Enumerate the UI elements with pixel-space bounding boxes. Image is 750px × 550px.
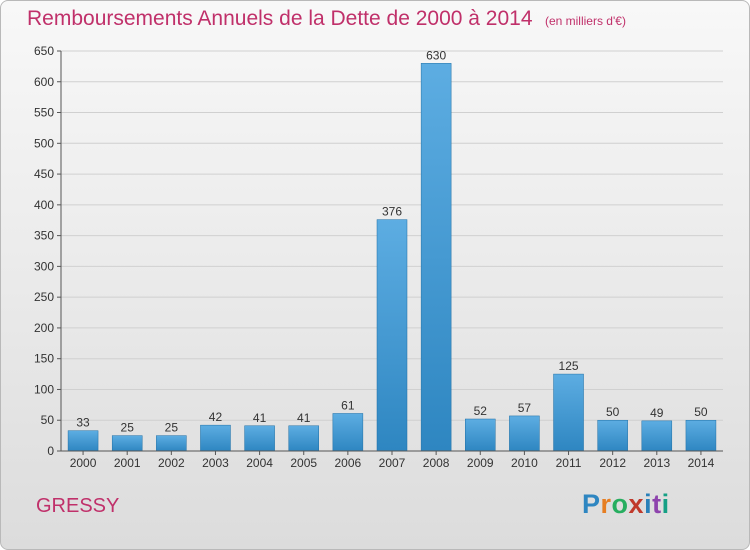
x-tick-label: 2013 bbox=[643, 456, 670, 470]
bar-value-label: 42 bbox=[209, 410, 223, 424]
x-tick-label: 2011 bbox=[556, 456, 582, 470]
bar-value-label: 52 bbox=[474, 404, 488, 418]
logo-letter: t bbox=[652, 489, 662, 519]
bar-value-label: 50 bbox=[694, 405, 708, 419]
bar bbox=[376, 219, 408, 452]
logo-letter: x bbox=[628, 489, 645, 519]
bar-value-label: 25 bbox=[165, 421, 179, 435]
logo-letter: P bbox=[582, 489, 601, 519]
y-tick-label: 350 bbox=[34, 229, 54, 243]
x-tick-label: 2014 bbox=[688, 456, 715, 470]
logo-letter: r bbox=[600, 489, 612, 519]
logo-letter: o bbox=[611, 489, 629, 519]
bar bbox=[420, 63, 452, 452]
bar-value-label: 49 bbox=[650, 406, 664, 420]
y-tick-label: 150 bbox=[34, 352, 54, 366]
x-tick-label: 2000 bbox=[70, 456, 97, 470]
bar-value-label: 25 bbox=[121, 421, 135, 435]
y-tick-label: 0 bbox=[47, 444, 54, 458]
bar bbox=[200, 424, 231, 452]
x-tick-label: 2007 bbox=[379, 456, 406, 470]
y-tick-label: 200 bbox=[34, 321, 54, 335]
x-tick-label: 2012 bbox=[599, 456, 626, 470]
x-tick-label: 2010 bbox=[511, 456, 538, 470]
y-tick-label: 600 bbox=[34, 75, 54, 89]
bar-value-label: 376 bbox=[382, 205, 402, 219]
x-tick-label: 2005 bbox=[290, 456, 317, 470]
x-tick-label: 2001 bbox=[114, 456, 141, 470]
bar-value-label: 57 bbox=[518, 401, 532, 415]
bar-value-label: 41 bbox=[297, 411, 311, 425]
y-tick-label: 250 bbox=[34, 290, 54, 304]
bars-layer: 33 25 25 42 41 41 61 376 630 52 57 125 50 49 50 bbox=[67, 48, 717, 452]
chart-title-text: Remboursements Annuels de la Dette de 20… bbox=[27, 7, 533, 30]
bar bbox=[288, 425, 319, 452]
bar bbox=[111, 435, 143, 452]
y-tick-label: 100 bbox=[34, 382, 54, 396]
x-tick-label: 2006 bbox=[335, 456, 362, 470]
bar bbox=[685, 419, 717, 452]
x-tick-label: 2004 bbox=[246, 456, 273, 470]
y-tick-label: 300 bbox=[34, 259, 54, 273]
bar-value-label: 125 bbox=[559, 359, 579, 373]
bar bbox=[641, 420, 673, 452]
y-tick-label: 550 bbox=[34, 106, 54, 120]
bar bbox=[597, 419, 628, 452]
bar bbox=[553, 373, 584, 452]
bar bbox=[67, 430, 99, 452]
proxiti-logo[interactable]: Proxiti bbox=[582, 489, 670, 520]
bar bbox=[332, 413, 364, 452]
bar bbox=[244, 425, 275, 452]
commune-name: GRESSY bbox=[36, 495, 120, 517]
unit-note: (en milliers d'€) bbox=[544, 14, 626, 28]
chart-title: Remboursements Annuels de la Dette de 20… bbox=[27, 7, 626, 31]
axis-layer: 0501001502002503003504004505005506006502… bbox=[34, 44, 723, 470]
bar-value-label: 50 bbox=[606, 405, 620, 419]
logo-letter: i bbox=[644, 489, 653, 519]
bar-value-label: 61 bbox=[341, 398, 355, 412]
bar-value-label: 33 bbox=[76, 416, 90, 430]
y-tick-label: 400 bbox=[34, 198, 54, 212]
bar bbox=[156, 435, 187, 452]
x-tick-label: 2002 bbox=[158, 456, 185, 470]
x-tick-label: 2008 bbox=[423, 456, 450, 470]
y-tick-label: 500 bbox=[34, 136, 54, 150]
bar bbox=[465, 418, 496, 452]
y-tick-label: 650 bbox=[34, 44, 54, 58]
y-tick-label: 450 bbox=[34, 167, 54, 181]
x-tick-label: 2003 bbox=[202, 456, 229, 470]
y-tick-label: 50 bbox=[41, 413, 55, 427]
bar-value-label: 41 bbox=[253, 411, 267, 425]
bar bbox=[509, 415, 540, 452]
logo-letter: i bbox=[661, 489, 670, 519]
x-tick-label: 2009 bbox=[467, 456, 494, 470]
bar-value-label: 630 bbox=[426, 48, 446, 62]
